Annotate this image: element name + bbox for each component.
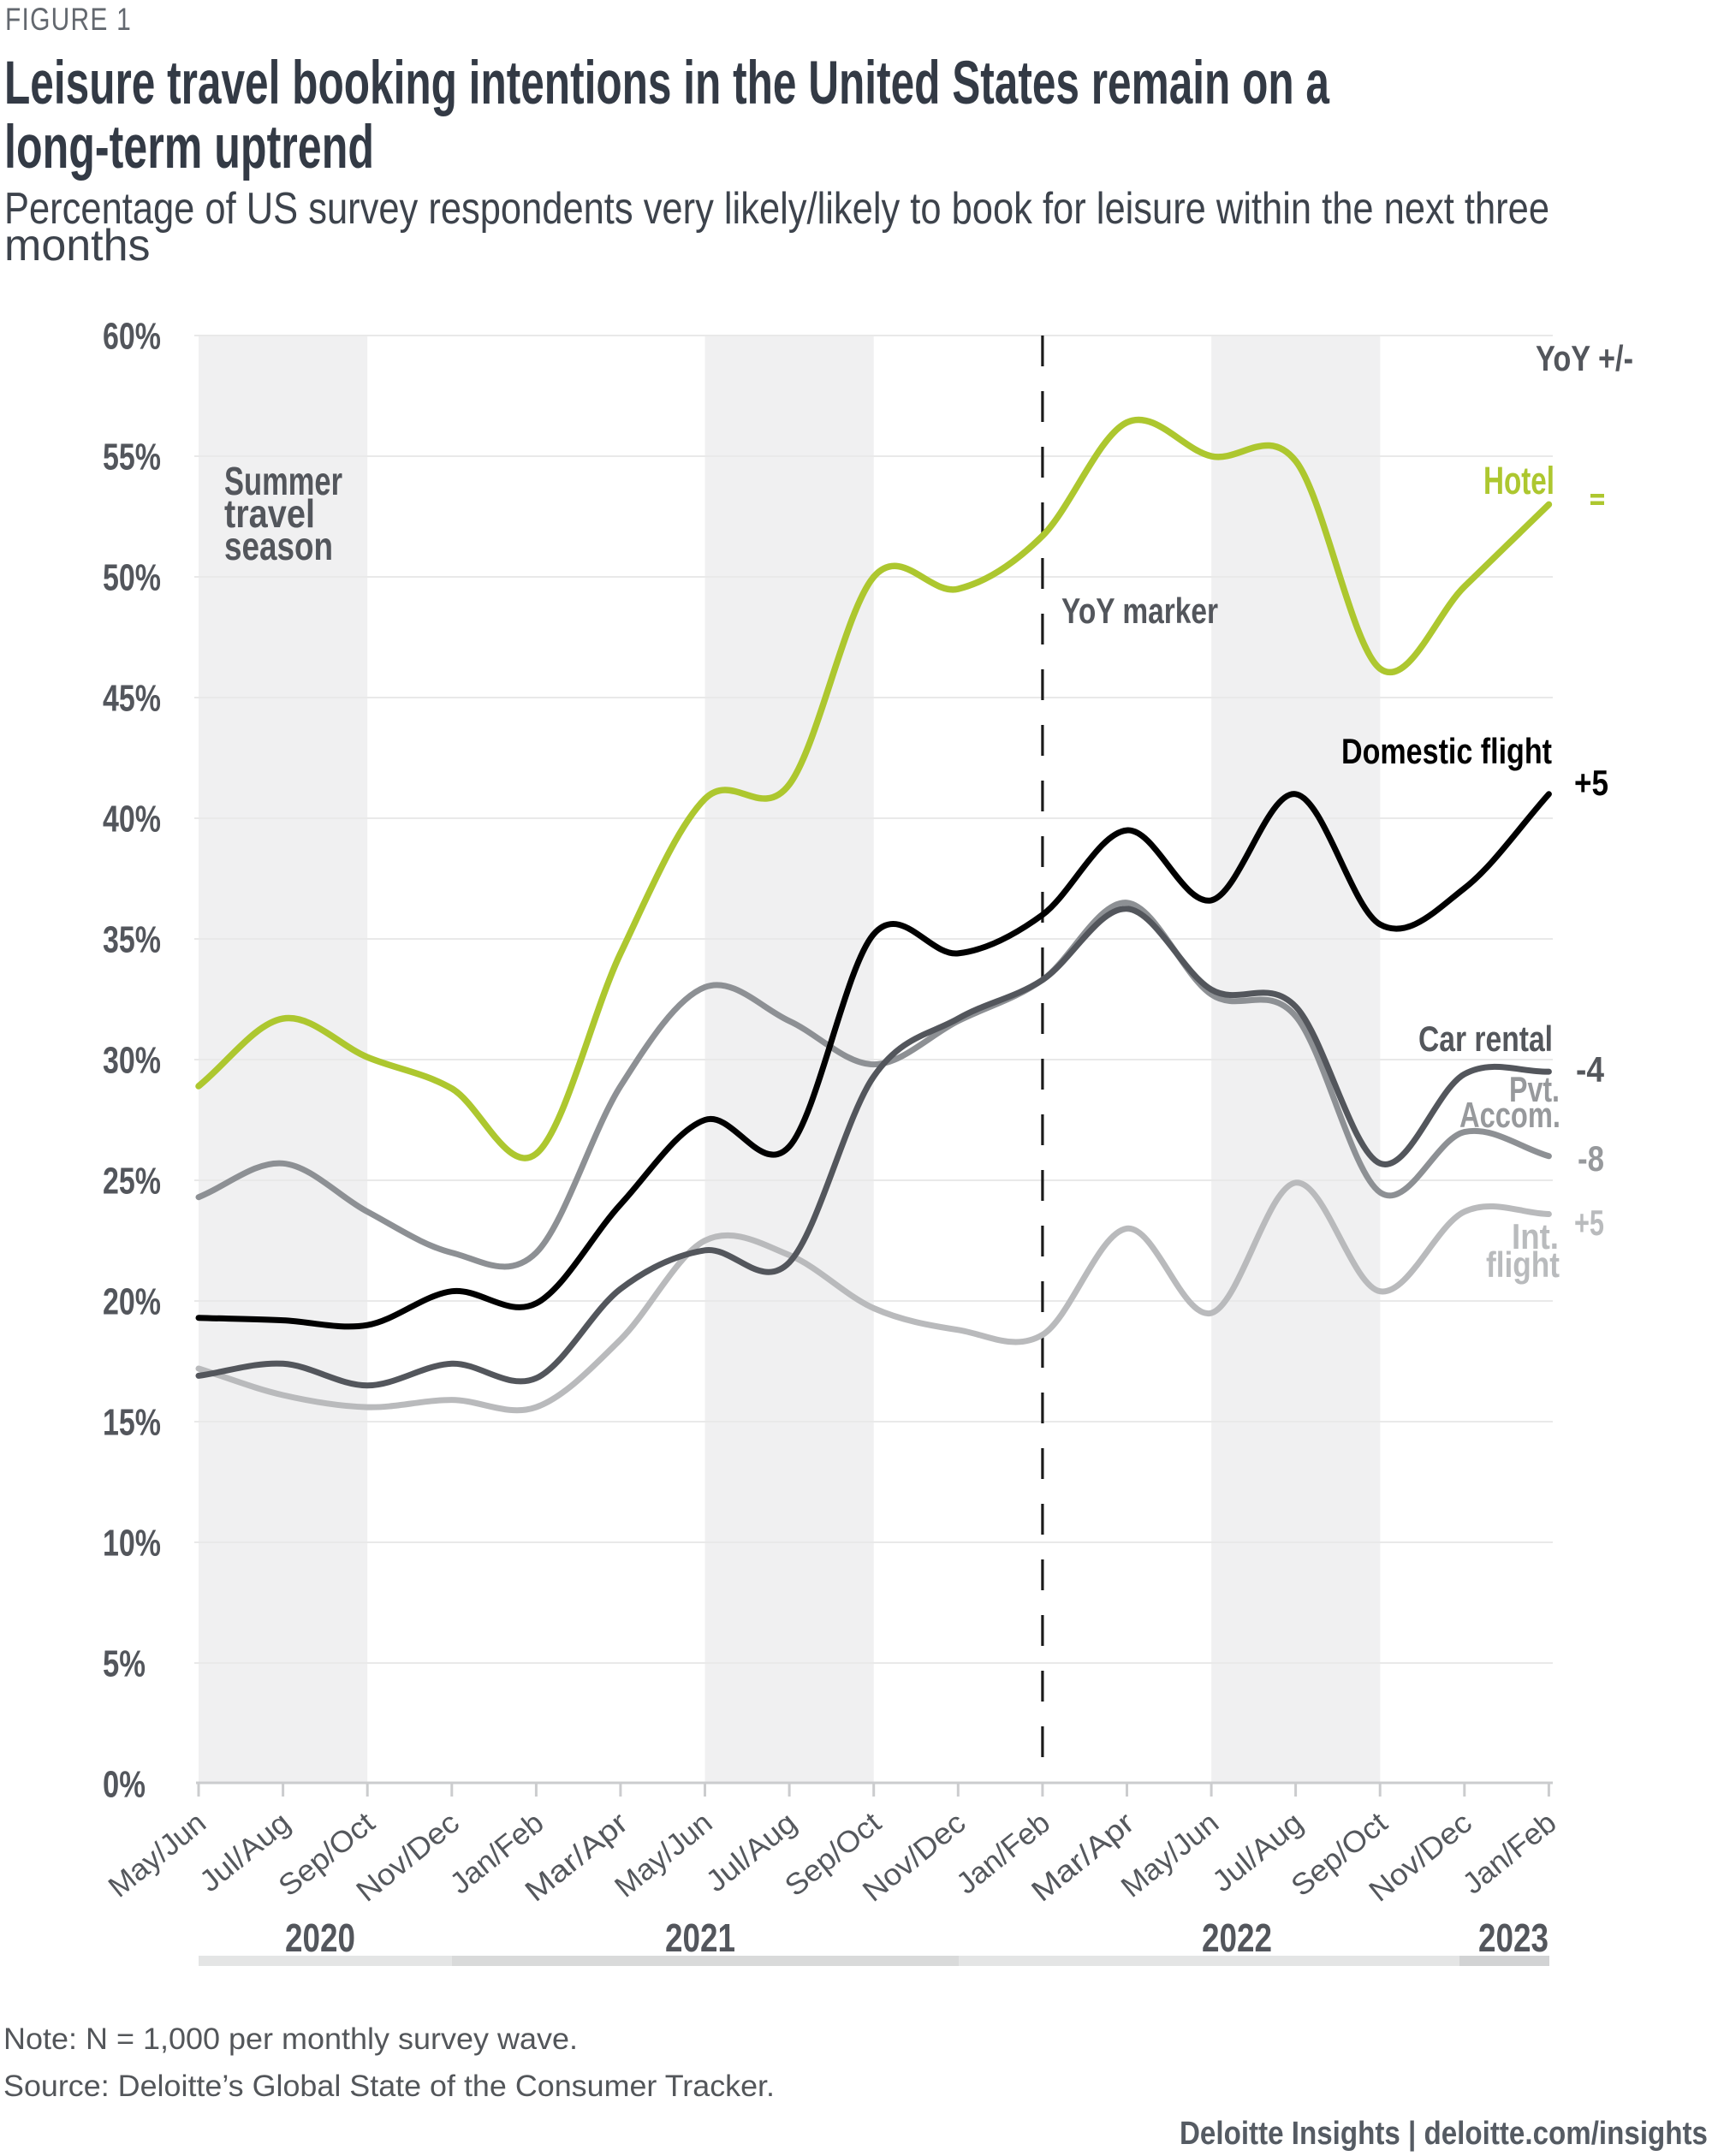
svg-text:10%: 10% [103, 1523, 161, 1565]
svg-text:long-term uptrend: long-term uptrend [4, 114, 374, 181]
svg-text:55%: 55% [103, 437, 161, 478]
svg-text:2022: 2022 [1202, 1915, 1272, 1960]
svg-text:+5: +5 [1574, 763, 1608, 803]
svg-text:60%: 60% [103, 316, 161, 358]
svg-text:Car rental: Car rental [1418, 1019, 1553, 1059]
svg-text:15%: 15% [103, 1402, 161, 1444]
svg-text:0%: 0% [103, 1764, 146, 1806]
svg-text:season: season [224, 524, 333, 568]
svg-text:45%: 45% [103, 678, 161, 720]
svg-text:travel: travel [224, 491, 315, 536]
svg-text:Source: Deloitte’s Global Stat: Source: Deloitte’s Global State of the C… [3, 2070, 775, 2103]
svg-text:+5: +5 [1574, 1203, 1604, 1243]
svg-text:Domestic flight: Domestic flight [1341, 731, 1552, 771]
svg-text:2021: 2021 [665, 1915, 735, 1960]
svg-text:35%: 35% [103, 919, 161, 961]
svg-text:Note: N = 1,000 per monthly su: Note: N = 1,000 per monthly survey wave. [3, 2022, 578, 2056]
svg-text:50%: 50% [103, 557, 161, 599]
svg-text:Leisure travel booking intenti: Leisure travel booking intentions in the… [4, 50, 1329, 117]
svg-text:-4: -4 [1576, 1049, 1605, 1090]
svg-text:flight: flight [1486, 1244, 1560, 1285]
svg-text:Hotel: Hotel [1483, 459, 1554, 502]
svg-text:40%: 40% [103, 799, 161, 840]
svg-text:YoY +/-: YoY +/- [1536, 338, 1633, 378]
svg-text:Pvt.: Pvt. [1509, 1069, 1560, 1109]
svg-text:YoY marker: YoY marker [1061, 591, 1218, 631]
svg-text:5%: 5% [103, 1643, 146, 1685]
svg-text:Summer: Summer [224, 459, 342, 503]
svg-text:Deloitte Insights | deloitte.c: Deloitte Insights | deloitte.com/insight… [1180, 2116, 1708, 2152]
svg-text:months: months [4, 221, 151, 270]
svg-text:20%: 20% [103, 1281, 161, 1323]
svg-text:Int.: Int. [1512, 1216, 1559, 1256]
svg-text:2023: 2023 [1478, 1915, 1549, 1960]
svg-text:-8: -8 [1578, 1138, 1604, 1179]
svg-text:Accom.: Accom. [1459, 1095, 1560, 1135]
svg-text:Percentage of US survey respon: Percentage of US survey respondents very… [4, 184, 1549, 234]
svg-text:FIGURE 1: FIGURE 1 [5, 2, 132, 37]
svg-text:30%: 30% [103, 1040, 161, 1082]
svg-text:2020: 2020 [285, 1915, 355, 1960]
svg-text:25%: 25% [103, 1161, 161, 1203]
